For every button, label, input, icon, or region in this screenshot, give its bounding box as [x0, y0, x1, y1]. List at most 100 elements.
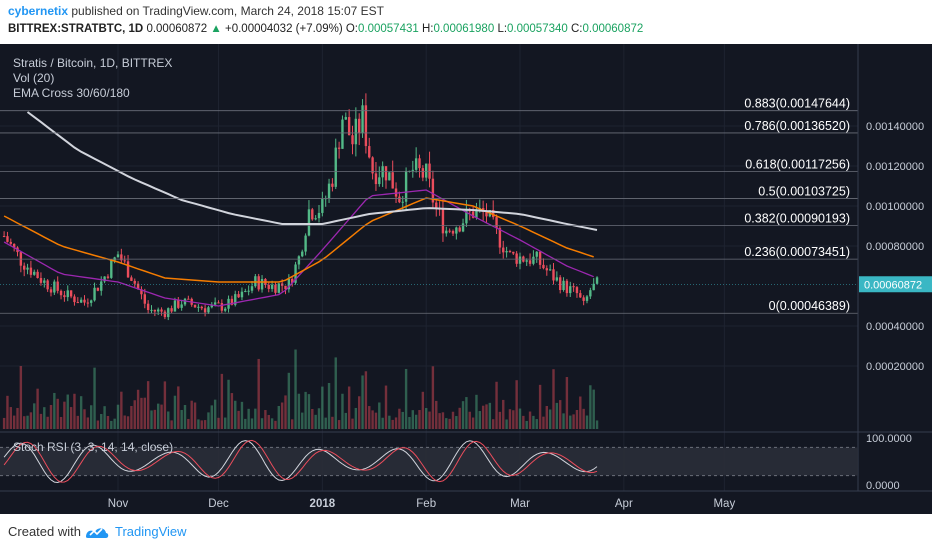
volume-bar	[344, 412, 347, 429]
volume-bar	[384, 385, 388, 429]
price-chart[interactable]: 0.883(0.00147644) 0.786(0.00136520) 0.618(…	[0, 44, 932, 514]
volume-bar	[388, 415, 391, 429]
volume-bar	[237, 410, 240, 429]
volume-bar	[458, 407, 461, 429]
tradingview-logo-icon[interactable]	[84, 523, 110, 541]
legend-ema-cross[interactable]: EMA Cross 30/60/180	[13, 86, 130, 100]
volume-bar	[130, 405, 133, 429]
volume-bar	[334, 357, 337, 429]
candle-body	[240, 291, 244, 298]
candle-body	[197, 306, 200, 308]
candle-body	[136, 283, 140, 290]
fib-label: 0.5(0.00103725)	[758, 185, 850, 199]
candle-body	[321, 198, 324, 213]
volume-bar	[53, 392, 56, 429]
candle-body	[93, 287, 96, 301]
candle-body	[103, 276, 106, 282]
volume-bar	[173, 395, 177, 429]
volume-bar	[76, 415, 79, 429]
stoch-tick-label: 0.0000	[866, 480, 900, 492]
volume-bar	[6, 395, 9, 429]
price-tick-label: 0.00040000	[866, 321, 924, 333]
candle-body	[160, 309, 163, 312]
candle-body	[327, 183, 331, 199]
candle-body	[421, 168, 425, 178]
candle-body	[247, 290, 250, 292]
volume-bar	[595, 420, 599, 429]
volume-bar	[542, 416, 545, 429]
open-label: O:	[345, 23, 358, 35]
volume-bar	[46, 416, 49, 429]
created-with-text: Created with	[8, 524, 81, 539]
volume-bar	[559, 400, 562, 429]
volume-bar	[525, 420, 528, 429]
volume-bar	[468, 411, 471, 429]
candle-body	[475, 209, 478, 218]
candle-body	[311, 209, 314, 220]
candle-body	[589, 290, 592, 297]
time-tick-label: Dec	[208, 498, 229, 510]
volume-bar	[532, 415, 535, 429]
volume-bar	[90, 405, 93, 429]
candle-body	[126, 261, 130, 278]
volume-bar	[354, 407, 358, 429]
volume-bar	[522, 415, 525, 429]
ema-fast-line	[3, 189, 594, 307]
volume-bar	[448, 418, 451, 429]
volume-bar	[247, 408, 250, 429]
volume-bar	[381, 417, 384, 429]
tradingview-brand-link[interactable]: TradingView	[115, 524, 187, 539]
candle-body	[535, 251, 538, 257]
up-arrow-icon: ▲	[210, 23, 222, 35]
candle-body	[200, 306, 203, 309]
candle-body	[451, 230, 455, 234]
volume-bar	[217, 417, 220, 429]
volume-bar	[183, 405, 187, 429]
volume-bar	[116, 404, 120, 429]
candle-body	[6, 236, 9, 242]
author-name[interactable]: cybernetix	[8, 4, 69, 18]
legend-title: Stratis / Bitcoin, 1D, BITTREX	[13, 56, 173, 70]
candle-body	[317, 212, 321, 219]
candle-body	[441, 209, 445, 234]
candle-body	[418, 158, 421, 169]
candle-body	[254, 276, 257, 287]
chart-area[interactable]: 0.883(0.00147644) 0.786(0.00136520) 0.618(…	[0, 44, 932, 514]
volume-bar	[324, 417, 327, 429]
time-tick-label: Feb	[416, 498, 436, 510]
stoch-k-line	[3, 440, 598, 484]
legend-volume[interactable]: Vol (20)	[13, 71, 55, 85]
volume-bar	[69, 407, 73, 429]
volume-bar	[304, 391, 307, 429]
candle-body	[2, 236, 6, 237]
candle-body	[354, 118, 358, 145]
volume-bar	[572, 414, 575, 429]
volume-bar	[227, 379, 230, 429]
candle-body	[341, 119, 344, 149]
candle-body	[193, 304, 197, 308]
candle-body	[542, 264, 545, 269]
volume-bar	[267, 415, 270, 429]
volume-bar	[438, 413, 441, 429]
volume-bar	[260, 418, 264, 429]
time-tick-label: Nov	[108, 498, 129, 510]
candle-body	[257, 276, 260, 290]
candle-body	[411, 169, 414, 171]
volume-bar	[220, 373, 224, 429]
candle-body	[368, 146, 371, 158]
volume-bar	[240, 401, 244, 429]
candle-body	[146, 303, 150, 311]
volume-bar	[284, 395, 287, 429]
legend-stoch-rsi[interactable]: Stoch RSI (3, 3, 14, 14, close)	[13, 440, 174, 454]
volume-bar	[250, 418, 254, 429]
candle-body	[210, 304, 213, 308]
volume-group	[2, 349, 599, 429]
volume-bar	[579, 396, 582, 429]
volume-bar	[26, 415, 29, 429]
candle-body	[90, 300, 93, 303]
close-value: 0.00060872	[582, 23, 644, 35]
volume-bar	[83, 409, 86, 429]
candle-body	[106, 276, 110, 278]
candle-body	[150, 309, 153, 311]
volume-bar	[515, 380, 518, 429]
